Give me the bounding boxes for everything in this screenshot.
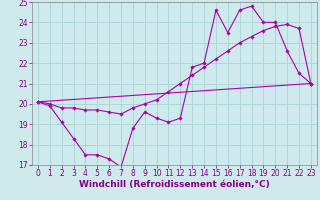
X-axis label: Windchill (Refroidissement éolien,°C): Windchill (Refroidissement éolien,°C) [79, 180, 270, 189]
